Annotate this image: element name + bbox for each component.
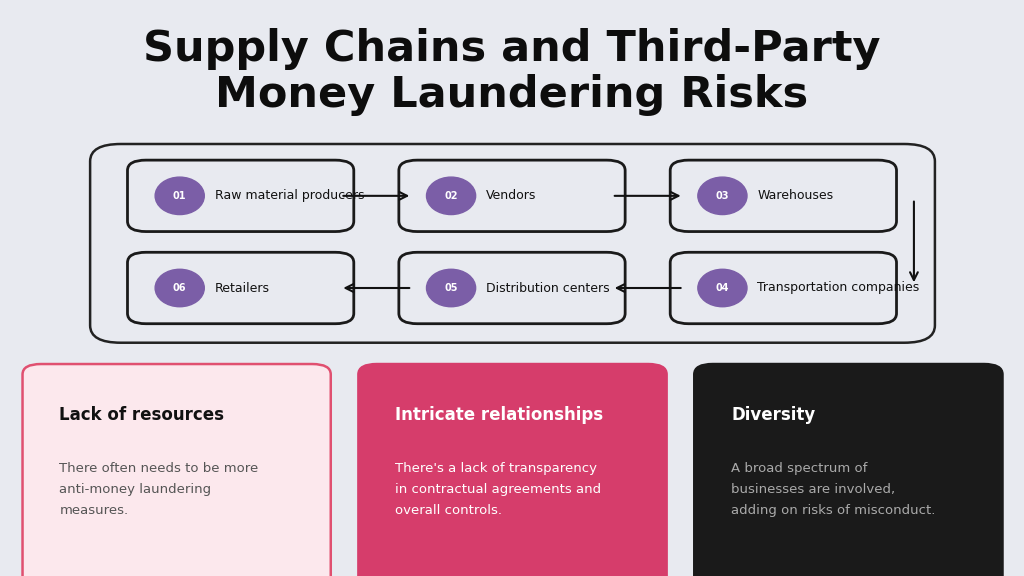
Text: 06: 06 [173, 283, 186, 293]
Ellipse shape [426, 177, 475, 214]
FancyBboxPatch shape [670, 160, 897, 232]
Text: Raw material producers: Raw material producers [215, 190, 364, 202]
Ellipse shape [156, 270, 205, 307]
FancyBboxPatch shape [127, 252, 354, 324]
FancyBboxPatch shape [670, 252, 897, 324]
Text: Retailers: Retailers [215, 282, 269, 294]
Text: 04: 04 [716, 283, 729, 293]
Text: 02: 02 [444, 191, 458, 201]
FancyBboxPatch shape [398, 160, 625, 232]
Text: 05: 05 [444, 283, 458, 293]
FancyBboxPatch shape [127, 160, 354, 232]
Text: Supply Chains and Third-Party: Supply Chains and Third-Party [143, 28, 881, 70]
FancyBboxPatch shape [23, 364, 331, 576]
Ellipse shape [697, 270, 748, 307]
Text: A broad spectrum of
businesses are involved,
adding on risks of misconduct.: A broad spectrum of businesses are invol… [731, 462, 936, 517]
Ellipse shape [156, 177, 205, 214]
Text: 03: 03 [716, 191, 729, 201]
Text: There often needs to be more
anti-money laundering
measures.: There often needs to be more anti-money … [59, 462, 259, 517]
Text: There's a lack of transparency
in contractual agreements and
overall controls.: There's a lack of transparency in contra… [395, 462, 601, 517]
FancyBboxPatch shape [90, 144, 935, 343]
FancyBboxPatch shape [694, 364, 1002, 576]
Ellipse shape [697, 177, 748, 214]
Text: Transportation companies: Transportation companies [758, 282, 920, 294]
Text: Intricate relationships: Intricate relationships [395, 406, 603, 424]
Text: Lack of resources: Lack of resources [59, 406, 224, 424]
Text: Warehouses: Warehouses [758, 190, 834, 202]
Text: Money Laundering Risks: Money Laundering Risks [215, 74, 809, 116]
Text: Distribution centers: Distribution centers [486, 282, 609, 294]
Ellipse shape [426, 270, 475, 307]
Text: 01: 01 [173, 191, 186, 201]
Text: Diversity: Diversity [731, 406, 815, 424]
Text: Vendors: Vendors [486, 190, 537, 202]
FancyBboxPatch shape [398, 252, 625, 324]
FancyBboxPatch shape [358, 364, 667, 576]
